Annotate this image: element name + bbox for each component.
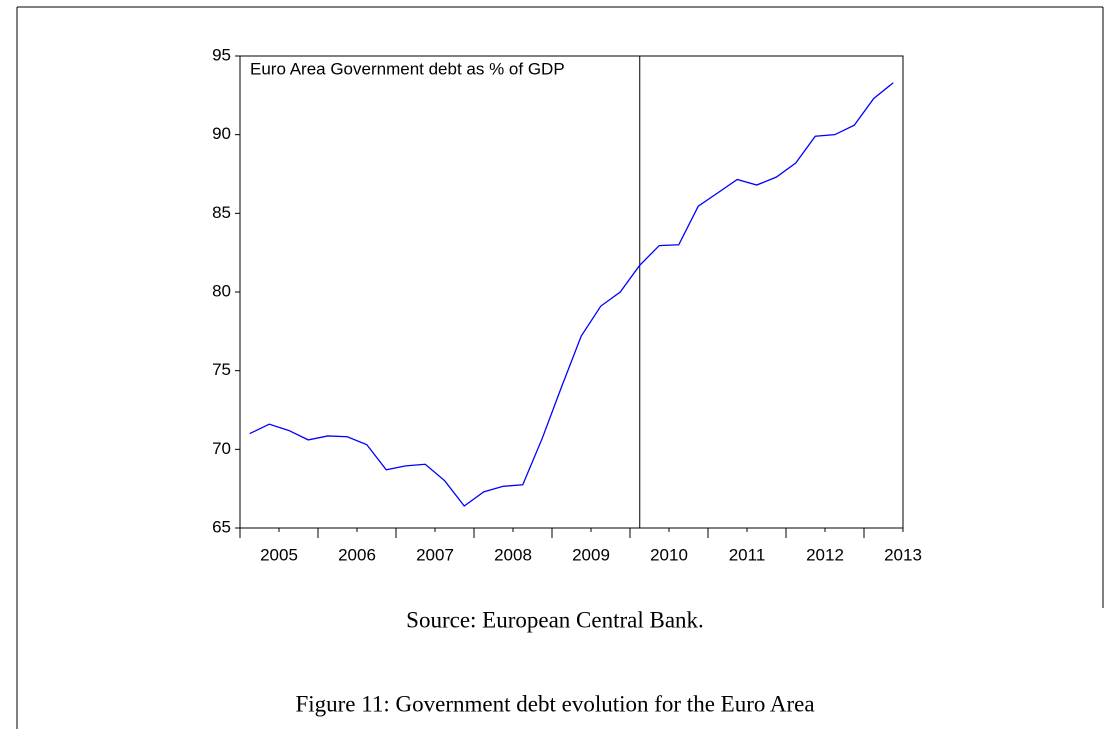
source: Source: European Central Bank. <box>406 607 704 632</box>
x-tick-label: 2011 <box>729 545 766 564</box>
caption: Figure 11: Government debt evolution for… <box>295 691 814 716</box>
y-tick-label: 70 <box>212 439 231 458</box>
x-tick-label: 2005 <box>260 545 298 564</box>
x-tick-label: 2012 <box>806 545 844 564</box>
x-tick-label: 2009 <box>572 545 610 564</box>
x-tick-label: 2007 <box>416 545 454 564</box>
y-tick-label: 75 <box>212 360 231 379</box>
y-tick-label: 85 <box>212 203 231 222</box>
y-tick-label: 90 <box>212 124 231 143</box>
x-tick-label: 2013 <box>884 545 922 564</box>
plot-area <box>239 55 904 529</box>
annotation: Euro Area Government debt as % of GDP <box>250 59 565 78</box>
y-tick-label: 80 <box>212 281 231 300</box>
x-tick-label: 2008 <box>494 545 532 564</box>
x-tick-label: 2010 <box>650 545 688 564</box>
y-tick-label: 65 <box>212 517 231 536</box>
x-tick-label: 2006 <box>338 545 376 564</box>
line <box>249 82 894 507</box>
y-tick-label: 95 <box>212 45 231 64</box>
